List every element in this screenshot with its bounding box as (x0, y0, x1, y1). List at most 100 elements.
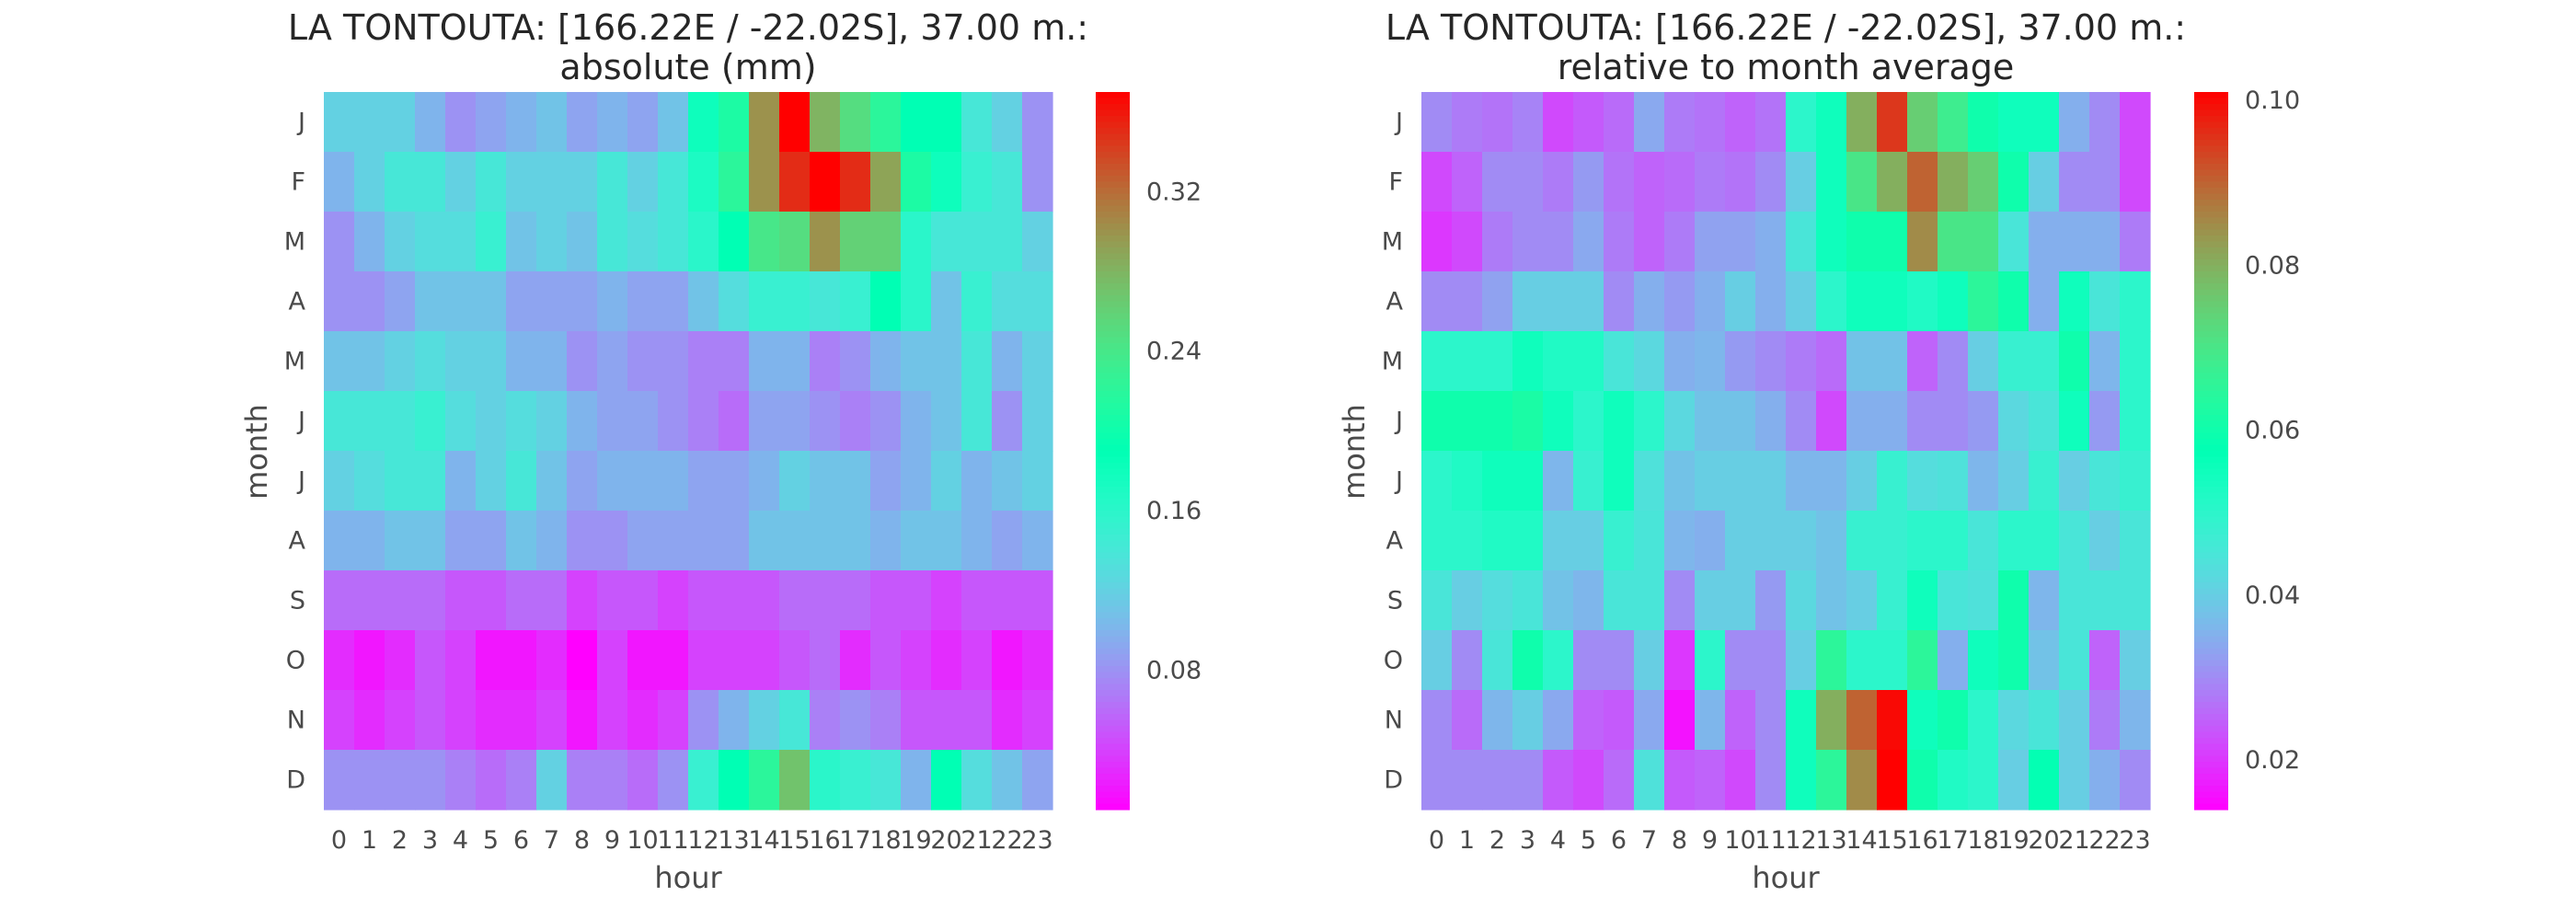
heatmap-cell (445, 511, 477, 571)
heatmap-cell (445, 570, 477, 631)
heatmap-cell (1725, 451, 1756, 512)
heatmap-cell (1816, 750, 1847, 811)
heatmap-cell (627, 451, 659, 512)
heatmap-cell (1482, 271, 1513, 332)
heatmap-cell (415, 630, 446, 691)
heatmap-cell (719, 690, 750, 751)
colorbar-segment (1096, 157, 1130, 165)
heatmap-cell (2089, 391, 2121, 452)
heatmap-cell (1573, 331, 1604, 392)
heatmap-cell (476, 690, 507, 751)
heatmap-cell (536, 630, 568, 691)
colorbar-segment (2194, 564, 2228, 571)
heatmap-cell (719, 271, 750, 332)
colorbar-segment (1096, 726, 1130, 733)
x-tick-label: 17 (839, 826, 870, 855)
colorbar-segment (1096, 546, 1130, 554)
y-tick-label: D (1384, 766, 1403, 795)
x-tick-label: 12 (1785, 826, 1816, 855)
colorbar-segment (1096, 408, 1130, 416)
heatmap-cell (840, 630, 871, 691)
heatmap-cell (1452, 92, 1483, 153)
heatmap-cell (476, 331, 507, 392)
heatmap-cell (992, 271, 1023, 332)
heatmap-cell (385, 750, 416, 811)
heatmap-cell (658, 152, 689, 213)
heatmap-cell (779, 212, 811, 272)
heatmap-cell (719, 630, 750, 691)
heatmap-cell (1755, 271, 1787, 332)
heatmap-cell (961, 451, 993, 512)
heatmap-cell (445, 451, 477, 512)
heatmap-cell (1512, 391, 1544, 452)
heatmap-cell (1968, 750, 1999, 811)
heatmap-cell (1512, 152, 1544, 213)
heatmap-cell (931, 690, 962, 751)
heatmap-cell (1695, 511, 1726, 571)
heatmap-cell (1816, 391, 1847, 452)
heatmap-cell (2059, 570, 2090, 631)
heatmap-cell (749, 92, 780, 153)
heatmap-cell (870, 630, 902, 691)
heatmap-cell (1452, 152, 1483, 213)
colorbar-segment (2194, 259, 2228, 267)
heatmap-cell (840, 271, 871, 332)
heatmap-cell (1634, 511, 1665, 571)
heatmap-cell (1938, 570, 1969, 631)
heatmap-cell (2029, 570, 2060, 631)
colorbar-segment (1096, 798, 1130, 805)
colorbar-segment (2194, 169, 2228, 177)
heatmap-cell (506, 212, 537, 272)
heatmap-cell (1604, 212, 1635, 272)
heatmap-cell (445, 331, 477, 392)
colorbar-segment (2194, 528, 2228, 535)
colorbar-segment (2194, 205, 2228, 213)
heatmap-cell (1695, 570, 1726, 631)
heatmap-cell (1573, 212, 1604, 272)
heatmap-cell (2089, 690, 2121, 751)
heatmap-cell (840, 570, 871, 631)
y-axis-label: month (239, 404, 274, 500)
heatmap-cell (1968, 271, 1999, 332)
colorbar-segment (1096, 247, 1130, 255)
heatmap-cell (658, 750, 689, 811)
heatmap-cell (870, 451, 902, 512)
colorbar-segment (1096, 403, 1130, 410)
heatmap-cell (1877, 271, 1908, 332)
heatmap-cell (1482, 690, 1513, 751)
heatmap-cell (961, 92, 993, 153)
colorbar-segment (1096, 104, 1130, 111)
colorbar-tick-labels: 0.08 0.16 0.24 0.32 (1146, 178, 1202, 684)
heatmap-cell (749, 690, 780, 751)
colorbar-segment (1096, 164, 1130, 171)
heatmap-cell (2059, 331, 2090, 392)
heatmap-cell (931, 750, 962, 811)
colorbar-tick-label: 0.24 (1146, 338, 1202, 366)
heatmap-cell (1022, 271, 1053, 332)
heatmap-cell (688, 212, 719, 272)
heatmap-cells (1421, 92, 2151, 811)
heatmap-cell (597, 271, 628, 332)
heatmap-cell (2029, 152, 2060, 213)
heatmap-cell (1998, 570, 2030, 631)
colorbar-tick-label: 0.02 (2245, 746, 2300, 775)
colorbar-segment (1096, 439, 1130, 446)
colorbar-segment (1096, 212, 1130, 219)
heatmap-cell (749, 331, 780, 392)
colorbar-segment (2194, 355, 2228, 362)
heatmap-cell (840, 331, 871, 392)
heatmap-cell (1725, 331, 1756, 392)
heatmap-cell (627, 690, 659, 751)
colorbar-segment (2194, 415, 2228, 422)
colorbar-segment (1096, 636, 1130, 643)
heatmap-cell (1998, 451, 2030, 512)
x-tick-label: 23 (2119, 826, 2150, 855)
heatmap-cell (324, 570, 355, 631)
colorbar-segment (2194, 767, 2228, 775)
heatmap-cell (1968, 630, 1999, 691)
heatmap-cell (1877, 570, 1908, 631)
heatmap-cell (749, 451, 780, 512)
colorbar-tick-label: 0.06 (2245, 417, 2300, 445)
heatmap-cell (1846, 750, 1878, 811)
